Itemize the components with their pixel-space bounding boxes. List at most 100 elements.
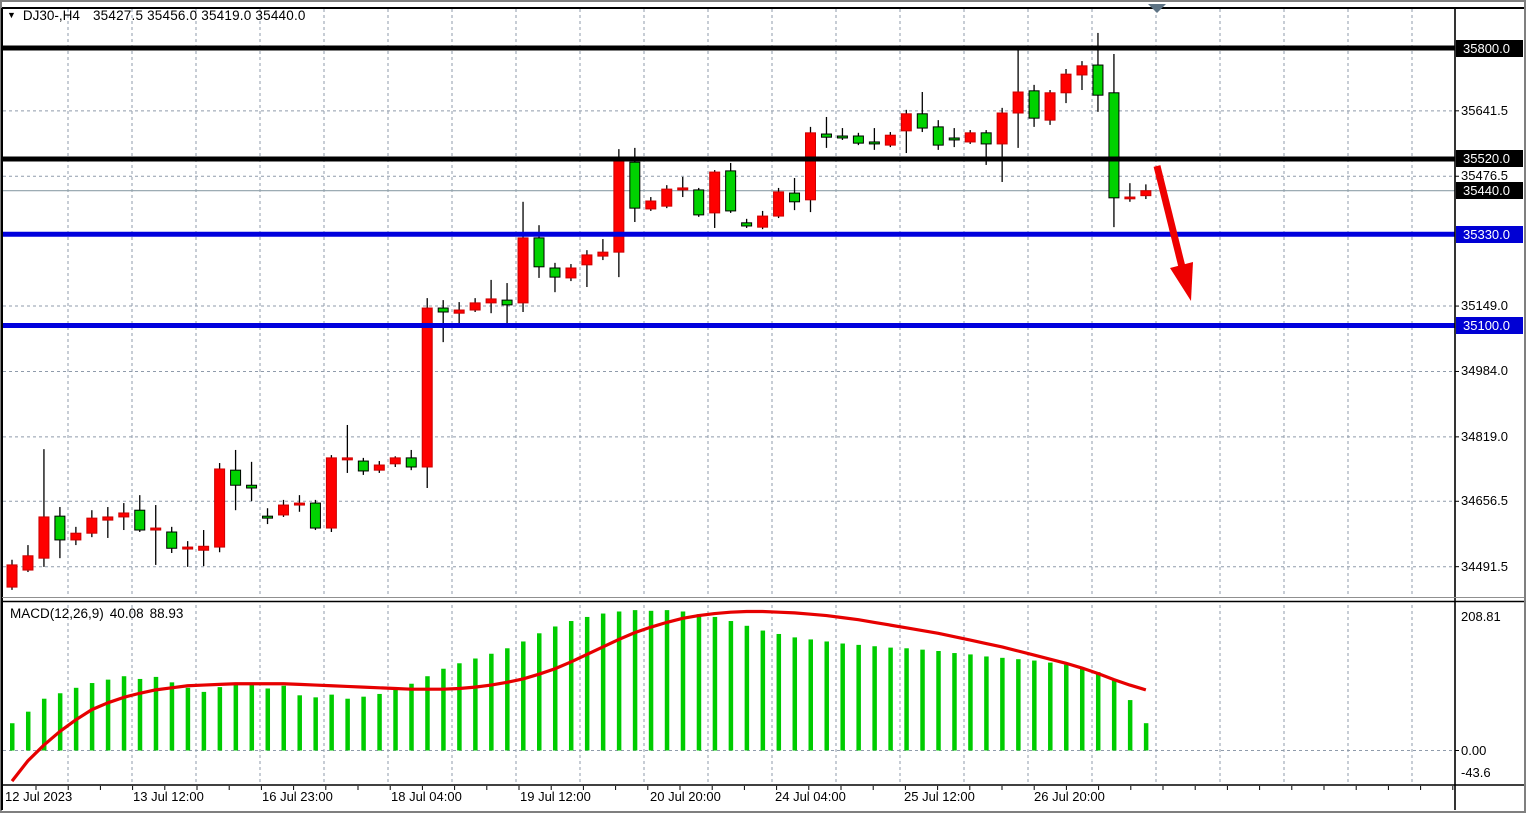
candle-down (868, 141, 880, 145)
macd-bar (537, 633, 542, 751)
candle-up (884, 134, 896, 146)
macd-bar (329, 694, 334, 751)
time-axis-label: 26 Jul 20:00 (1034, 789, 1105, 804)
price-badge: 35330.0 (1456, 225, 1523, 243)
candle-up (1060, 73, 1072, 94)
macd-bar (680, 611, 686, 751)
time-axis-label: 12 Jul 2023 (5, 789, 73, 804)
macd-bar (952, 653, 957, 751)
macd-signal-line (10, 609, 1147, 783)
macd-indicator-label: MACD(12,26,9) 40.08 88.93 (10, 606, 189, 621)
candle-up (900, 113, 912, 132)
price-badge: 35800.0 (1456, 39, 1523, 57)
candle-up (805, 132, 816, 201)
macd-bar (744, 625, 750, 751)
macd-bar (776, 633, 782, 751)
macd-bar (904, 648, 909, 751)
macd-bar (281, 685, 286, 751)
chart-shift-marker-icon[interactable] (1148, 4, 1166, 13)
symbol-dropdown-icon[interactable]: ▼ (7, 10, 16, 20)
macd-bar (41, 698, 47, 751)
candle-down (134, 509, 146, 531)
macd-bar (233, 683, 239, 751)
candle-up (645, 200, 657, 210)
time-axis-label: 13 Jul 12:00 (133, 789, 204, 804)
macd-bar (824, 641, 829, 751)
candle-down (246, 484, 258, 489)
macd-bar (1048, 662, 1053, 751)
macd-bar (201, 691, 207, 751)
macd-bar (137, 678, 143, 751)
price-badge: 35440.0 (1456, 182, 1523, 200)
macd-bar (728, 621, 734, 751)
chart-title-overlay[interactable]: ▼ DJ30-,H4 35427.5 35456.0 35419.0 35440.0 (7, 8, 306, 23)
candle-up (1044, 92, 1056, 121)
candle-down (820, 133, 832, 138)
candle-down (789, 192, 801, 203)
time-axis-label: 16 Jul 23:00 (262, 789, 333, 804)
macd-bar (552, 626, 558, 751)
candle-down (54, 515, 66, 541)
candle-down (852, 135, 864, 144)
candle-up (1012, 91, 1024, 114)
time-axis-label: 20 Jul 20:00 (650, 789, 721, 804)
price-badge: 35100.0 (1456, 316, 1523, 334)
macd-indicator-name: MACD(12,26,9) (10, 606, 104, 621)
macd-scale-label: -43.6 (1461, 765, 1491, 780)
candle-down (980, 132, 992, 145)
macd-bar (696, 614, 702, 751)
candle-down (693, 189, 705, 216)
candle-up (1124, 196, 1136, 200)
candle-down (533, 237, 545, 268)
macd-bar (840, 643, 845, 751)
candle-up (182, 546, 194, 550)
candle-down (501, 299, 513, 306)
candle-up (661, 188, 673, 207)
candle-up (757, 215, 769, 228)
macd-bar (185, 687, 191, 751)
macd-bar (121, 676, 127, 751)
candle-down (932, 126, 944, 146)
candle-down (262, 515, 274, 519)
macd-bar (153, 676, 159, 751)
candle-up (22, 555, 34, 571)
macd-bar (616, 611, 622, 751)
candle-up (389, 457, 401, 465)
candle-up (86, 517, 98, 534)
macd-bar (441, 668, 446, 751)
price-scale-label: 34656.5 (1461, 493, 1508, 509)
candle-up (964, 132, 976, 143)
candle-up (198, 545, 210, 551)
candle-up (214, 468, 226, 548)
macd-bar (856, 644, 861, 751)
candle-down (725, 170, 737, 212)
candle-up (469, 302, 481, 311)
candle-up (597, 251, 609, 257)
price-scale-label: 35149.0 (1461, 298, 1508, 314)
macd-bar (968, 654, 973, 751)
macd-bar (457, 663, 462, 751)
macd-bar (872, 646, 877, 751)
price-scale-label: 35476.5 (1461, 168, 1508, 184)
macd-current-value: 40.08 (109, 606, 144, 621)
candle-up (677, 187, 689, 191)
macd-bar (888, 647, 893, 751)
macd-bar (361, 696, 366, 751)
macd-bar (600, 613, 606, 751)
time-axis-label: 19 Jul 12:00 (520, 789, 591, 804)
macd-bar (808, 639, 813, 751)
macd-bar (409, 683, 414, 751)
candle-down (309, 502, 321, 529)
macd-bar (1095, 672, 1101, 751)
macd-bar (984, 656, 989, 751)
candle-up (150, 527, 162, 531)
candle-up (613, 160, 625, 253)
macd-bar (1111, 679, 1117, 751)
macd-bar (1143, 723, 1149, 751)
candle-up (341, 457, 353, 461)
macd-bar (760, 630, 766, 751)
candle-up (277, 504, 289, 516)
price-scale-label: 35641.5 (1461, 102, 1508, 118)
